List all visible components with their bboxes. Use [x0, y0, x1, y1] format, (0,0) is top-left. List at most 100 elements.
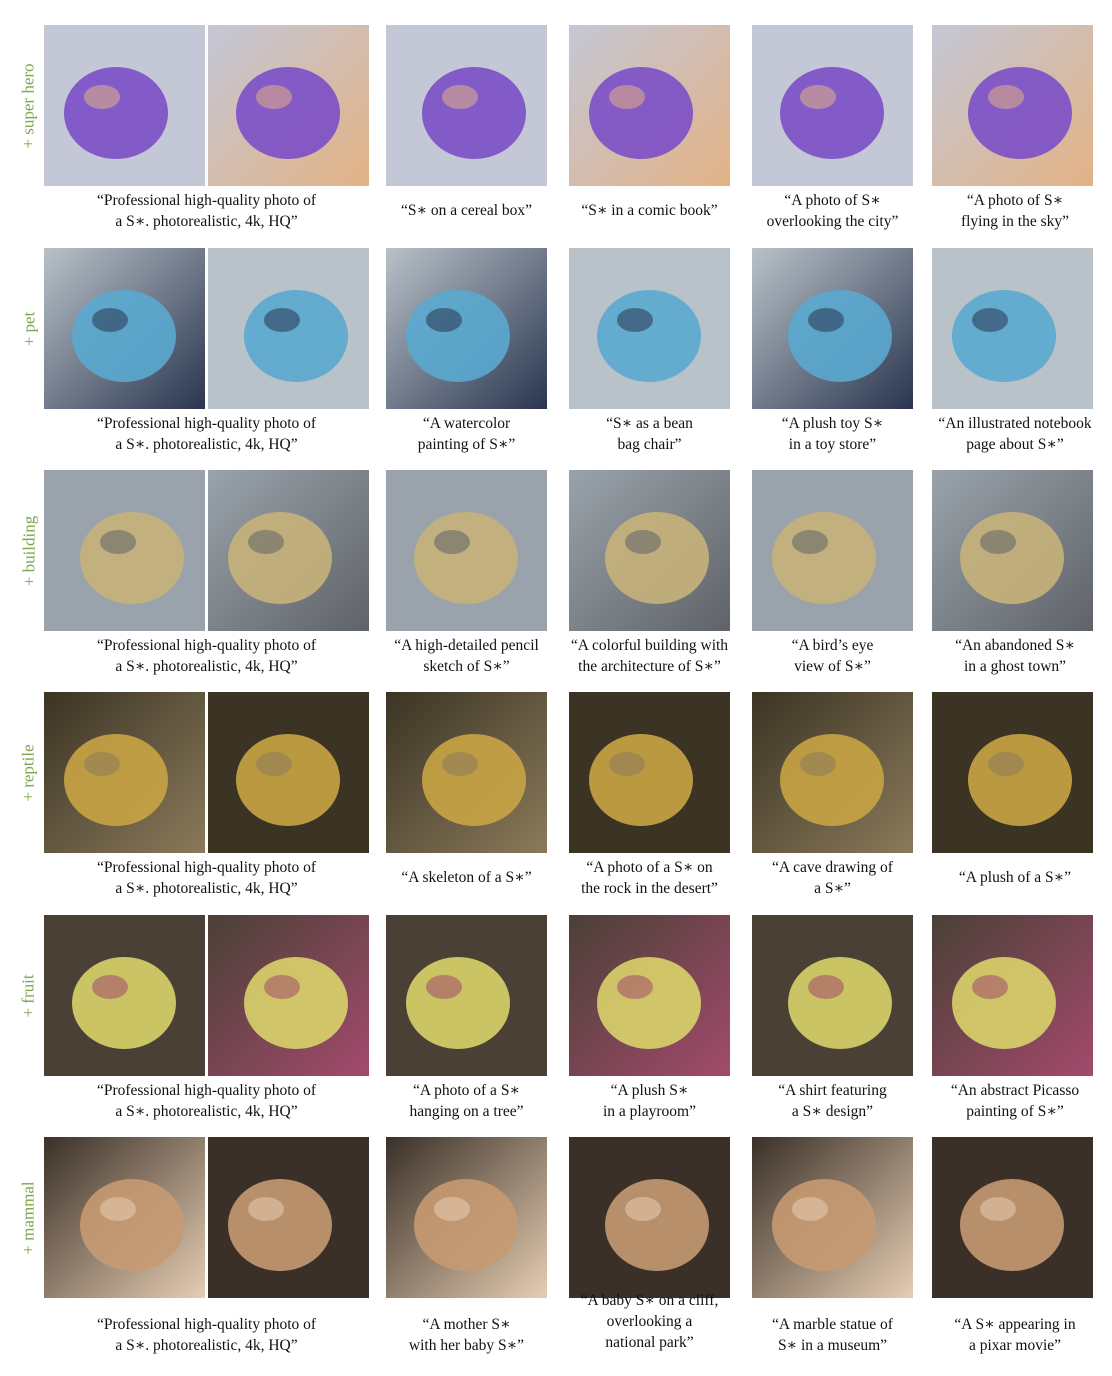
caption-line: “A photo of S∗: [784, 192, 881, 209]
image-caption: “Professional high-quality photo of a S∗.…: [44, 635, 369, 677]
generated-image: [386, 1137, 547, 1298]
caption-line: “A cave drawing of: [772, 859, 893, 876]
row-label-text: + pet: [19, 311, 39, 347]
caption-line: “A mother S∗: [422, 1316, 511, 1333]
image-caption: “A high-detailed pencil sketch of S∗”: [376, 635, 557, 677]
generated-image: [932, 915, 1093, 1076]
caption-line: a S∗. photorealistic, 4k, HQ”: [115, 658, 298, 675]
caption-line: “A marble statue of: [772, 1316, 893, 1333]
caption-line: “A plush S∗: [610, 1082, 689, 1099]
image-caption: “A photo of S∗ overlooking the city”: [742, 190, 923, 232]
figure-row: + building “Professional high-quality pho…: [0, 470, 1112, 692]
caption-line: “A watercolor: [422, 415, 511, 432]
generated-image: [386, 470, 547, 631]
generated-image: [752, 915, 913, 1076]
caption-line: overlooking a: [606, 1313, 693, 1330]
generated-image: [44, 25, 205, 186]
image-caption: “A cave drawing of a S∗”: [742, 857, 923, 899]
generated-image: [752, 248, 913, 409]
generated-image: [208, 1137, 369, 1298]
image-caption: “A shirt featuring a S∗ design”: [742, 1080, 923, 1122]
row-label: + building: [14, 470, 44, 632]
row-label-text: + fruit: [19, 974, 39, 1018]
generated-image: [752, 470, 913, 631]
image-caption: “Professional high-quality photo of a S∗.…: [44, 413, 369, 455]
generated-image: [932, 692, 1093, 853]
caption-line: S∗ in a museum”: [777, 1337, 888, 1354]
image-caption: “A S∗ appearing in a pixar movie”: [922, 1314, 1108, 1356]
caption-line: painting of S∗”: [417, 436, 516, 453]
generated-image: [932, 25, 1093, 186]
caption-line: in a ghost town”: [963, 658, 1067, 675]
caption-line: national park”: [605, 1334, 694, 1351]
caption-line: “A photo of S∗: [966, 192, 1064, 209]
caption-line: “A colorful building with: [570, 637, 729, 654]
caption-line: a S∗. photorealistic, 4k, HQ”: [115, 436, 298, 453]
row-label-text: + super hero: [19, 63, 38, 149]
figure-row: + fruit “Professional high-quality photo …: [0, 915, 1112, 1137]
figure-row: + reptile “Professional high-quality phot…: [0, 692, 1112, 914]
image-caption: “A bird’s eye view of S∗”: [742, 635, 923, 677]
row-label: + reptile: [14, 692, 44, 854]
generated-image: [569, 915, 730, 1076]
caption-line: the architecture of S∗”: [578, 658, 721, 675]
caption-line: “An abstract Picasso: [950, 1082, 1080, 1099]
caption-line: “A plush of a S∗”: [958, 869, 1072, 886]
caption-line: “A skeleton of a S∗”: [401, 869, 532, 886]
caption-line: “A photo of a S∗: [413, 1082, 520, 1099]
caption-line: a pixar movie”: [968, 1337, 1062, 1354]
image-caption: “Professional high-quality photo of a S∗.…: [44, 857, 369, 899]
caption-line: “S∗ in a comic book”: [581, 202, 718, 219]
image-caption: “Professional high-quality photo of a S∗.…: [44, 1314, 369, 1356]
caption-line: overlooking the city”: [766, 213, 899, 230]
figure-row: + super hero “Professional high-quality p…: [0, 25, 1112, 247]
caption-line: the rock in the desert”: [581, 880, 718, 897]
caption-line: a S∗. photorealistic, 4k, HQ”: [115, 213, 298, 230]
image-caption: “A marble statue of S∗ in a museum”: [742, 1314, 923, 1356]
caption-line: “Professional high-quality photo of: [96, 1316, 317, 1333]
caption-line: a S∗”: [814, 880, 851, 897]
caption-line: “A S∗ appearing in: [954, 1316, 1076, 1333]
generated-image: [569, 470, 730, 631]
row-label-text: + mammal: [19, 1181, 39, 1255]
caption-line: “An abandoned S∗: [955, 637, 1075, 654]
generated-image: [386, 915, 547, 1076]
caption-line: with her baby S∗”: [408, 1337, 525, 1354]
image-caption: “A photo of a S∗ on the rock in the deser…: [559, 857, 740, 899]
caption-line: a S∗. photorealistic, 4k, HQ”: [115, 1337, 298, 1354]
caption-line: a S∗. photorealistic, 4k, HQ”: [115, 1103, 298, 1120]
caption-line: “A plush toy S∗: [781, 415, 884, 432]
caption-line: a S∗ design”: [791, 1103, 874, 1120]
caption-line: “S∗ as a bean: [606, 415, 693, 432]
caption-line: in a toy store”: [788, 436, 877, 453]
caption-line: a S∗. photorealistic, 4k, HQ”: [115, 880, 298, 897]
image-caption: “Professional high-quality photo of a S∗.…: [44, 1080, 369, 1122]
caption-line: “Professional high-quality photo of: [96, 637, 317, 654]
generated-image: [208, 915, 369, 1076]
image-caption: “A mother S∗ with her baby S∗”: [376, 1314, 557, 1356]
image-caption: “A plush S∗ in a playroom”: [559, 1080, 740, 1122]
caption-line: “Professional high-quality photo of: [96, 1082, 317, 1099]
generated-image: [569, 248, 730, 409]
caption-line: “A shirt featuring: [778, 1082, 887, 1099]
caption-line: flying in the sky”: [960, 213, 1070, 230]
generated-image: [44, 1137, 205, 1298]
generated-image: [752, 692, 913, 853]
row-label-text: + reptile: [19, 744, 39, 802]
caption-line: “A photo of a S∗ on: [586, 859, 713, 876]
generated-image: [569, 692, 730, 853]
figure-row: + pet “Professional high-quality photo of…: [0, 248, 1112, 470]
row-label: + super hero: [14, 25, 44, 187]
generated-image: [932, 248, 1093, 409]
image-caption: “An abstract Picasso painting of S∗”: [922, 1080, 1108, 1122]
image-caption: “Professional high-quality photo of a S∗.…: [44, 190, 369, 232]
generated-image: [44, 915, 205, 1076]
caption-line: bag chair”: [617, 436, 682, 453]
image-caption: “S∗ as a bean bag chair”: [559, 413, 740, 455]
caption-line: sketch of S∗”: [423, 658, 510, 675]
generated-image: [932, 1137, 1093, 1298]
generated-image: [752, 1137, 913, 1298]
caption-line: hanging on a tree”: [409, 1103, 524, 1120]
caption-line: painting of S∗”: [966, 1103, 1064, 1120]
generated-image: [386, 25, 547, 186]
